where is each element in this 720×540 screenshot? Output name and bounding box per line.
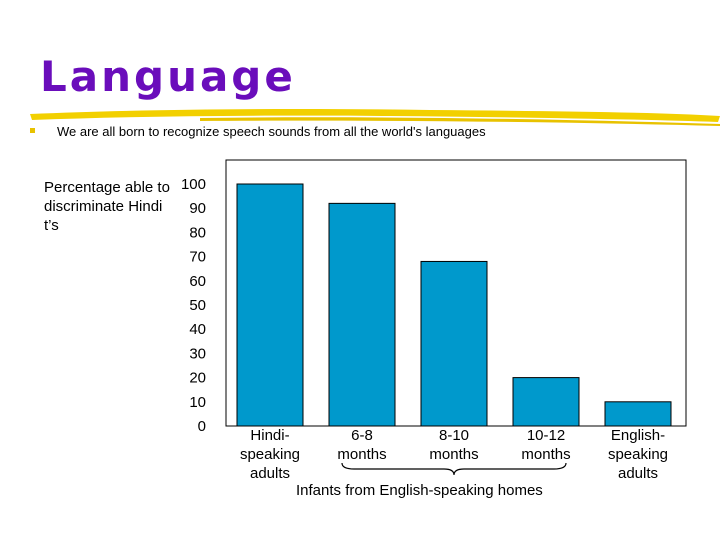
- bullet-text: We are all born to recognize speech soun…: [57, 124, 486, 139]
- category-label: Hindi-speaking adults: [240, 427, 300, 482]
- infant-group-brace: [341, 462, 567, 476]
- y-tick-label: 40: [189, 321, 206, 338]
- y-axis-label: Percentage able to discriminate Hindi t’…: [44, 179, 170, 234]
- y-tick-label: 50: [189, 297, 206, 314]
- y-tick-label: 100: [181, 176, 206, 193]
- underline-stroke: [30, 109, 720, 122]
- bar: [236, 183, 304, 427]
- y-tick-label: 10: [189, 394, 206, 411]
- y-tick-label: 80: [189, 224, 206, 241]
- underline-stroke-2: [200, 117, 720, 126]
- infant-group-label: Infants from English-speaking homes: [296, 482, 543, 499]
- y-tick-label: 60: [189, 273, 206, 290]
- bar: [328, 202, 396, 427]
- bar: [420, 260, 488, 427]
- category-label: 6-8 months: [337, 427, 386, 463]
- y-tick-label: 70: [189, 249, 206, 266]
- y-tick-label: 90: [189, 200, 206, 217]
- bullet-marker: [30, 128, 35, 133]
- bar: [604, 401, 672, 427]
- category-label: 10-12 months: [521, 427, 570, 463]
- bar: [512, 377, 580, 427]
- y-tick-label: 30: [189, 345, 206, 362]
- y-tick-label: 20: [189, 370, 206, 387]
- category-label: 8-10 months: [429, 427, 478, 463]
- category-label: English-speaking adults: [608, 427, 668, 482]
- title-underline: [30, 109, 720, 126]
- slide-title: Language: [40, 52, 296, 101]
- y-tick-label: 0: [198, 418, 206, 435]
